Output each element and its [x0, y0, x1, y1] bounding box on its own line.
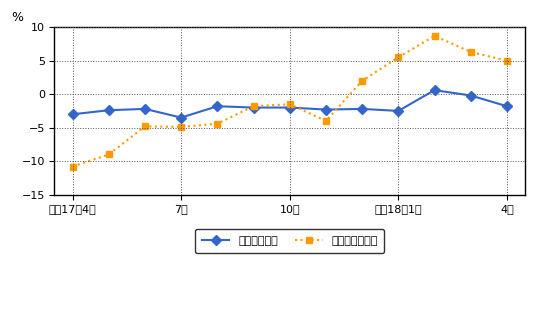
所定外労働時間 [395, 55, 402, 59]
総実労働時間 [178, 116, 184, 120]
Line: 総実労働時間: 総実労働時間 [69, 87, 510, 121]
所定外労働時間 [214, 122, 221, 126]
所定外労働時間 [105, 153, 112, 157]
総実労働時間 [323, 108, 329, 112]
総実労働時間 [69, 112, 76, 116]
Line: 所定外労働時間: 所定外労働時間 [69, 32, 510, 170]
所定外労働時間 [251, 104, 257, 108]
所定外労働時間 [287, 102, 293, 106]
総実労働時間 [504, 104, 510, 108]
総実労働時間 [431, 88, 438, 92]
総実労働時間 [251, 106, 257, 110]
所定外労働時間 [431, 34, 438, 38]
Legend: 総実労働時間, 所定外労働時間: 総実労働時間, 所定外労働時間 [195, 228, 384, 253]
所定外労働時間 [141, 124, 148, 128]
所定外労働時間 [504, 59, 510, 63]
総実労働時間 [395, 109, 402, 113]
総実労働時間 [214, 104, 221, 108]
総実労働時間 [105, 108, 112, 112]
総実労働時間 [359, 107, 366, 111]
総実労働時間 [141, 107, 148, 111]
所定外労働時間 [178, 125, 184, 129]
Y-axis label: %: % [11, 11, 23, 24]
所定外労働時間 [468, 50, 474, 54]
所定外労働時間 [323, 119, 329, 123]
所定外労働時間 [359, 79, 366, 83]
総実労働時間 [287, 106, 293, 110]
総実労働時間 [468, 93, 474, 97]
所定外労働時間 [69, 165, 76, 169]
